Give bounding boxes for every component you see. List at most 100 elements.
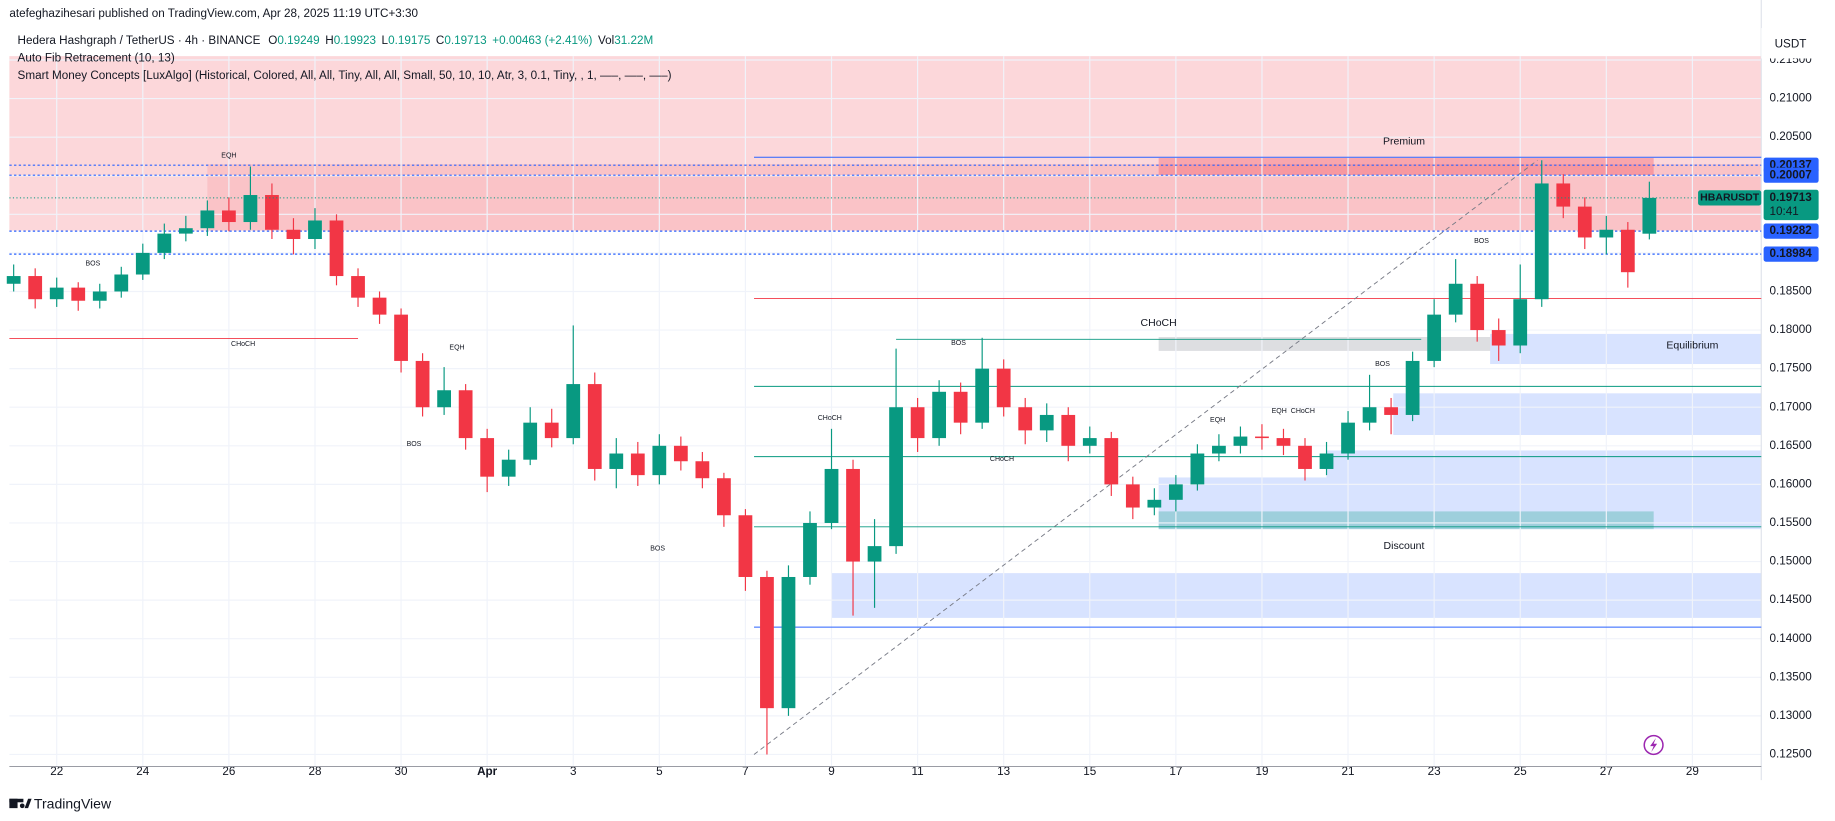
x-tick-label: 19 xyxy=(1255,765,1268,778)
x-tick-label: 17 xyxy=(1169,765,1182,778)
candle-body xyxy=(1212,445,1226,454)
candle-body xyxy=(135,252,150,275)
candle-body xyxy=(867,546,882,562)
logo-part xyxy=(9,798,18,809)
candle-body xyxy=(1147,499,1162,508)
y-tick-label: 0.17000 xyxy=(1769,400,1812,413)
x-tick-label: 3 xyxy=(570,765,577,778)
candle-body xyxy=(1405,360,1420,415)
candle-body xyxy=(1276,438,1291,446)
zone xyxy=(1490,333,1762,365)
candle-body xyxy=(437,390,451,408)
candle-body xyxy=(824,468,839,523)
candle-body xyxy=(652,445,667,476)
candle-body xyxy=(329,220,344,277)
candle-body xyxy=(1448,283,1463,315)
x-tick-label: 15 xyxy=(1083,765,1097,778)
y-tick-label: 0.18000 xyxy=(1769,323,1812,336)
candle-body xyxy=(1298,445,1312,469)
candle-body xyxy=(717,478,731,516)
x-tick-label: 11 xyxy=(912,765,924,778)
candle-body xyxy=(308,220,322,240)
vol-key: Vol xyxy=(598,34,614,47)
price-label-box xyxy=(1763,167,1819,183)
indicator: Auto Fib Retracement (10, 13) xyxy=(18,52,175,65)
candle-body xyxy=(544,422,559,439)
candle-body xyxy=(1362,407,1377,423)
currency[interactable]: USDT xyxy=(1775,38,1807,51)
candle-body xyxy=(1018,407,1033,431)
ohlc-key: C xyxy=(436,34,444,47)
x-tick-label: 29 xyxy=(1686,765,1699,778)
x-tick-label: 25 xyxy=(1514,765,1528,778)
footer-brand[interactable]: TradingView xyxy=(34,795,112,811)
annotation: CHoCH xyxy=(1291,408,1315,415)
annotation: CHoCH xyxy=(231,341,255,348)
price-label-box xyxy=(1763,246,1819,262)
zone xyxy=(1158,337,1491,351)
symbol-label-box xyxy=(1698,190,1762,206)
y-tick-label: 0.13500 xyxy=(1769,670,1812,683)
x-tick-label: 24 xyxy=(136,765,150,778)
annotation: EQH xyxy=(1272,408,1287,415)
candle-body xyxy=(1255,436,1269,439)
candle-body xyxy=(1470,283,1485,331)
annotation: CHoCH xyxy=(818,415,842,422)
price-label-box xyxy=(1763,223,1819,239)
x-tick-label: 13 xyxy=(997,765,1010,778)
y-tick-label: 0.20500 xyxy=(1769,130,1812,143)
zone xyxy=(1158,157,1654,176)
y-tick-label: 0.21000 xyxy=(1769,92,1812,105)
candle-body xyxy=(1384,407,1398,415)
last-price-label: 0.19713 xyxy=(1769,191,1812,204)
logo-part xyxy=(19,803,25,809)
last-price-box xyxy=(1763,189,1819,221)
candle-body xyxy=(738,515,753,577)
ohlc-value: 0.19923 xyxy=(334,34,376,47)
candle-body xyxy=(501,459,516,477)
x-tick-label: 5 xyxy=(656,765,663,778)
candle-body xyxy=(587,384,602,469)
x-tick-label: 28 xyxy=(308,765,321,778)
countdown: 10:41 xyxy=(1769,205,1798,218)
annotation: BOS xyxy=(407,441,422,448)
alert-icon[interactable] xyxy=(1643,734,1664,756)
annotation: CHoCH xyxy=(1141,317,1177,329)
candle-body xyxy=(846,468,860,562)
candle-body xyxy=(1577,206,1592,238)
logo-part xyxy=(9,798,24,803)
zone xyxy=(1393,393,1762,436)
ohlc-value: 0.19249 xyxy=(277,34,319,47)
logo-part xyxy=(24,798,32,809)
annotation: CHoCH xyxy=(990,456,1014,463)
candle-body xyxy=(1341,422,1355,454)
symbol-legend: Hedera Hashgraph / TetherUS · 4h · BINAN… xyxy=(18,34,654,47)
y-tick-label: 0.14000 xyxy=(1769,632,1812,645)
x-tick-label: 9 xyxy=(828,765,835,778)
candle-body xyxy=(1233,436,1248,446)
candle-body xyxy=(71,287,86,301)
candle-body xyxy=(394,314,408,361)
candle-body xyxy=(200,210,215,229)
candle-body xyxy=(157,233,172,253)
candle-body xyxy=(1319,453,1334,469)
candle-body xyxy=(1491,330,1506,346)
x-tick-label: Apr xyxy=(477,765,498,778)
candle-body xyxy=(222,210,236,223)
x-tick-label: 22 xyxy=(50,765,63,778)
change: +0.00463 (+2.41%) xyxy=(492,34,592,47)
y-tick-label: 0.12500 xyxy=(1769,748,1812,761)
ohlc-value: 0.19713 xyxy=(444,34,486,47)
candle-body xyxy=(1427,314,1442,361)
candle-body xyxy=(673,445,688,462)
candle-body xyxy=(480,438,495,477)
candle-body xyxy=(265,195,279,230)
candle-body xyxy=(286,229,301,240)
zone xyxy=(831,573,1762,618)
y-tick-label: 0.14500 xyxy=(1769,593,1812,606)
candle-body xyxy=(932,391,947,439)
candle-body xyxy=(415,360,430,408)
candle-body xyxy=(28,276,43,300)
